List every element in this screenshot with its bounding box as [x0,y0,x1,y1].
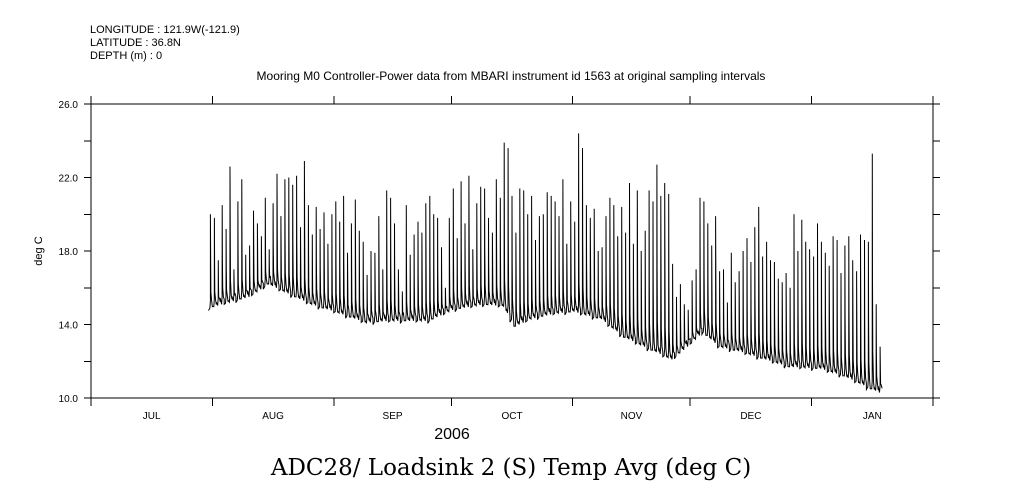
x-tick-label: AUG [262,411,284,422]
y-tick-label: 10.0 [59,394,79,405]
latitude-label: LATITUDE : 36.8N [90,37,181,49]
x-tick-label: JAN [863,411,882,422]
bottom-title: ADC28/ Loadsink 2 (S) Temp Avg (deg C) [270,455,751,481]
y-tick-label: 26.0 [59,100,79,111]
x-tick-label: SEP [383,411,403,422]
series-line [208,133,883,393]
chart-title: Mooring M0 Controller-Power data from MB… [257,69,766,83]
x-tick-label: NOV [621,411,643,422]
y-tick-label: 14.0 [59,321,79,332]
depth-label: DEPTH (m) : 0 [90,50,163,62]
y-tick-label: 22.0 [59,174,79,185]
x-tick-label: JUL [143,411,161,422]
x-tick-label: DEC [740,411,761,422]
x-tick-label: OCT [501,411,522,422]
y-tick-label: 18.0 [59,247,79,258]
y-axis-label: deg C [33,236,45,265]
longitude-label: LONGITUDE : 121.9W(-121.9) [90,24,240,36]
x-axis-label: 2006 [434,426,470,443]
